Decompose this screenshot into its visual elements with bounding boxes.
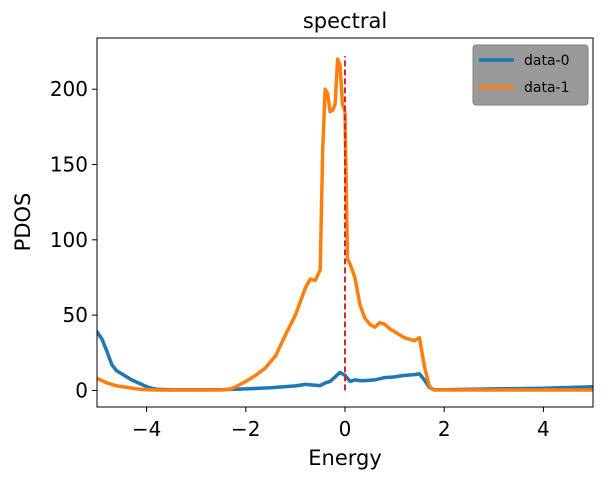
y-tick-label: 0 <box>75 378 88 402</box>
series-line-data-1 <box>97 57 593 392</box>
y-tick-label: 50 <box>63 303 88 327</box>
x-tick-label: −4 <box>132 417 161 441</box>
y-axis-label: PDOS <box>11 193 35 252</box>
plot-area <box>97 56 593 392</box>
x-tick-label: 2 <box>438 417 451 441</box>
legend: data-0 data-1 <box>472 44 589 106</box>
y-tick-label: 100 <box>50 228 88 252</box>
y-tick-label: 200 <box>50 77 88 101</box>
x-axis: −4 −2 0 2 4 <box>132 407 550 441</box>
x-tick-label: 4 <box>537 417 550 441</box>
y-tick-label: 150 <box>50 153 88 177</box>
legend-label-data-0: data-0 <box>524 53 570 69</box>
y-axis: 0 50 100 150 200 <box>50 77 97 402</box>
x-tick-label: −2 <box>231 417 260 441</box>
series-line-data-0 <box>97 329 593 392</box>
chart-title: spectral <box>303 9 387 33</box>
x-axis-label: Energy <box>308 446 382 470</box>
legend-label-data-1: data-1 <box>524 80 570 96</box>
x-tick-label: 0 <box>339 417 352 441</box>
